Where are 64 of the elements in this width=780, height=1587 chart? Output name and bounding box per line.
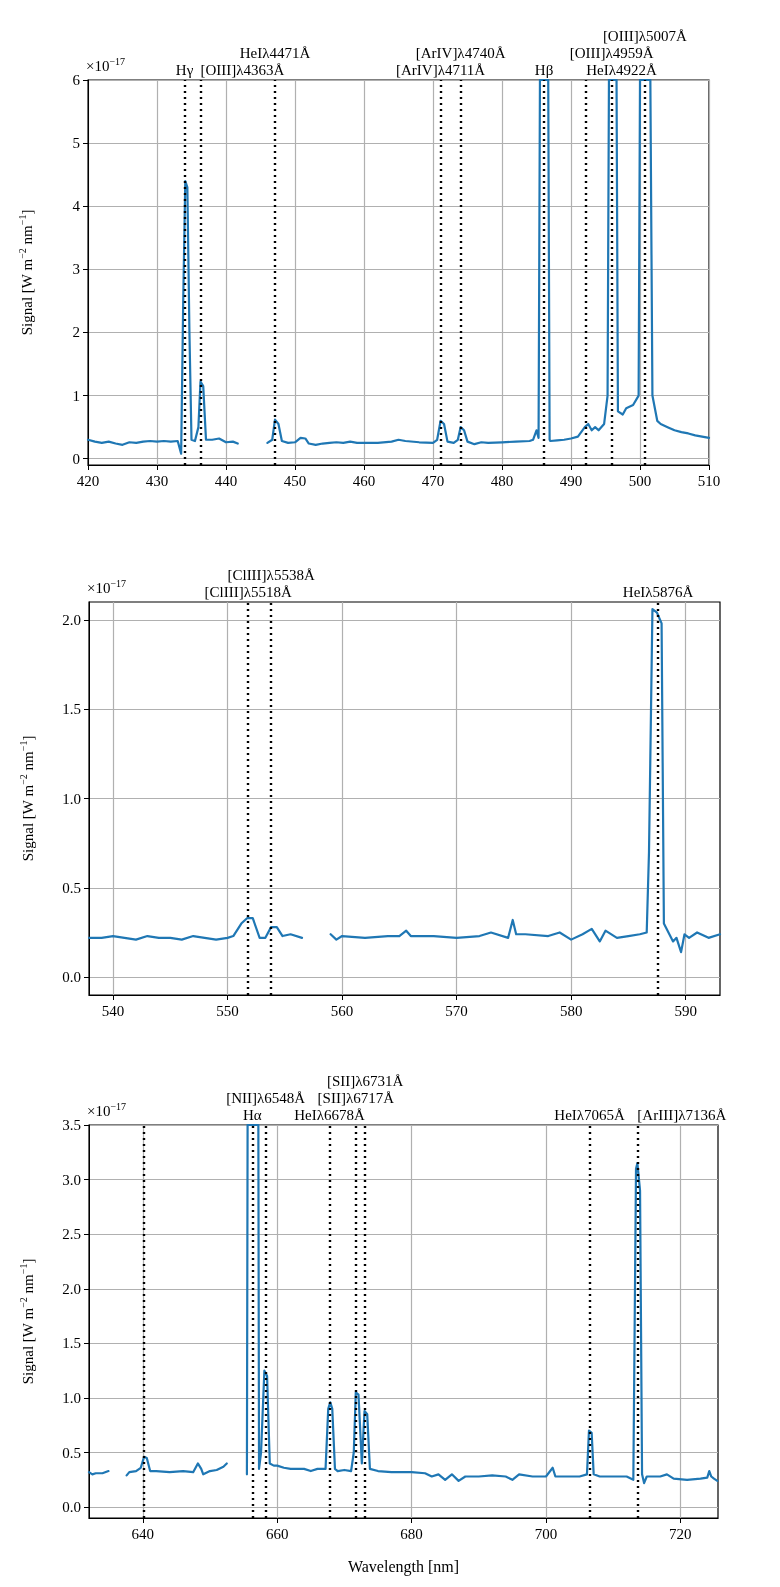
ref-line-label: [ArIV]λ4711Å <box>395 61 486 78</box>
y-tick-label: 1.0 <box>62 1389 81 1406</box>
ref-line-label: [ClIII]λ5518Å <box>204 583 292 600</box>
ref-line-label: HeIλ5876Å <box>622 583 694 600</box>
x-tick-label: 480 <box>490 472 514 489</box>
ref-line-label: HeIλ4471Å <box>239 44 311 61</box>
x-tick-label: 700 <box>534 1525 558 1542</box>
y-tick-label: 1.0 <box>62 790 81 807</box>
ref-line-label: Hβ <box>534 61 554 78</box>
y-axis-title: Signal [W m−2 nm−1] <box>16 209 35 336</box>
y-tick-label: 0.0 <box>62 969 81 986</box>
x-tick-label: 440 <box>214 472 238 489</box>
ref-line-label: [ClIII]λ5538Å <box>227 566 315 583</box>
ref-line-label: [ArIII]λ7136Å <box>637 1106 727 1123</box>
y-tick-label: 2.0 <box>62 611 81 628</box>
y-tick-label: 1.5 <box>62 1335 81 1352</box>
ref-line-label: [OIII]λ5007Å <box>602 27 687 44</box>
y-axis-title: Signal [W m−2 nm−1] <box>17 1258 36 1385</box>
x-axis-title: Wavelength [nm] <box>347 1557 460 1576</box>
y-tick-label: 1.5 <box>62 701 81 718</box>
x-tick-label: 720 <box>669 1525 692 1542</box>
x-tick-label: 470 <box>421 472 445 489</box>
y-tick-label: 6 <box>72 72 81 88</box>
y-tick-label: 0.5 <box>62 879 81 896</box>
ref-line-label: Hα <box>242 1106 262 1123</box>
ref-line-label: [OIII]λ4959Å <box>569 44 654 61</box>
y-tick-label: 1 <box>72 387 80 404</box>
y-tick-label: 3.5 <box>62 1117 81 1133</box>
ref-line-label: [SII]λ6731Å <box>326 1072 404 1089</box>
x-tick-label: 680 <box>400 1525 423 1542</box>
x-tick-label: 640 <box>131 1525 155 1542</box>
ref-line-label: [NII]λ6548Å <box>226 1089 306 1106</box>
x-tick-label: 510 <box>697 472 721 489</box>
y-tick-label: 3 <box>72 261 80 278</box>
y-tick-label: 3.0 <box>62 1171 81 1188</box>
ref-line-label: HeIλ4922Å <box>586 61 657 78</box>
ref-line-label: HeIλ6678Å <box>294 1106 366 1123</box>
x-tick-label: 450 <box>283 472 307 489</box>
y-tick-label: 2.5 <box>62 1226 81 1243</box>
x-tick-label: 570 <box>445 1002 468 1019</box>
x-tick-label: 590 <box>674 1002 697 1019</box>
x-tick-label: 660 <box>265 1525 289 1542</box>
x-tick-label: 460 <box>352 472 376 489</box>
x-tick-label: 430 <box>145 472 169 489</box>
y-axis-title: Signal [W m−2 nm−1] <box>17 735 36 862</box>
y-tick-label: 4 <box>72 198 81 215</box>
x-tick-label: 580 <box>559 1002 583 1019</box>
x-tick-label: 420 <box>76 472 100 489</box>
x-tick-label: 490 <box>559 472 583 489</box>
ref-line-label: [SII]λ6717Å <box>317 1089 395 1106</box>
y-tick-label: 0.5 <box>62 1444 81 1461</box>
ref-line-label: [ArIV]λ4740Å <box>415 44 506 61</box>
y-tick-label: 0.0 <box>62 1499 81 1516</box>
ref-line-label: HeIλ7065Å <box>554 1106 626 1123</box>
ref-line-label: Hγ <box>175 61 194 78</box>
ref-line-label: [OIII]λ4363Å <box>200 61 285 78</box>
x-tick-label: 540 <box>101 1002 125 1019</box>
x-tick-label: 560 <box>330 1002 354 1019</box>
y-tick-label: 2.0 <box>62 1280 81 1297</box>
x-tick-label: 500 <box>628 472 652 489</box>
y-tick-label: 2 <box>72 324 80 341</box>
x-tick-label: 550 <box>216 1002 239 1019</box>
y-tick-label: 0 <box>72 450 80 467</box>
y-tick-label: 5 <box>72 135 80 152</box>
